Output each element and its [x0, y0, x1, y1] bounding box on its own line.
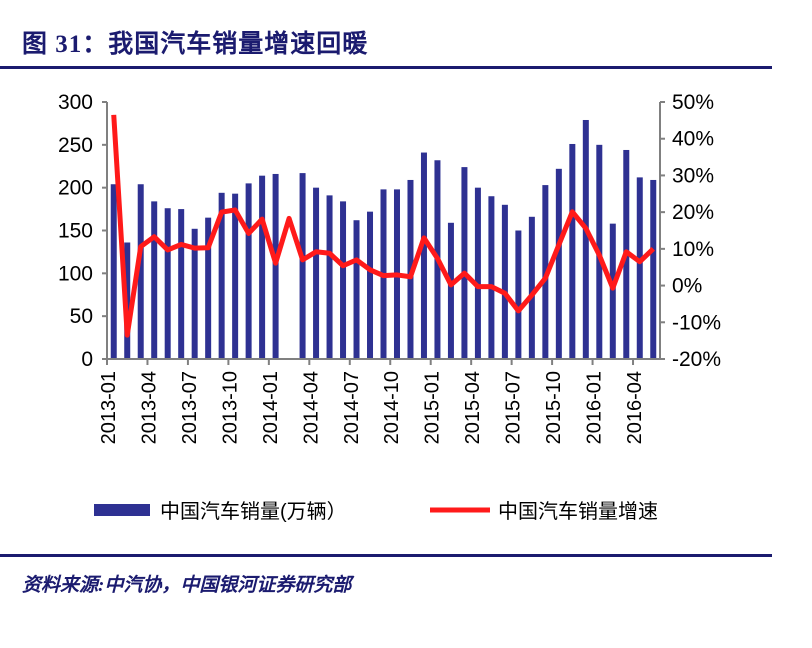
bar-2013-07: [191, 228, 198, 359]
bar-2013-03: [137, 184, 144, 359]
x-tick-label: 2015-01: [422, 371, 444, 444]
bar-2015-08: [528, 216, 535, 359]
x-tick-label: 2015-10: [543, 371, 565, 444]
bar-2013-11: [245, 183, 252, 359]
bar-2015-02: [447, 222, 454, 359]
legend: 中国汽车销量(万辆） 中国汽车销量增速: [94, 500, 658, 523]
bar-2015-03: [461, 167, 468, 359]
bar-2015-07: [515, 230, 522, 359]
bar-2016-04: [636, 177, 643, 359]
bar-2013-06: [178, 209, 185, 359]
bar-2014-07: [353, 220, 360, 359]
x-tick-label: 2013-07: [179, 371, 201, 444]
source-note: 资料来源:中汽协，中国银河证券研究部: [22, 575, 352, 596]
legend-bar-swatch: [94, 504, 150, 516]
bottom-divider: [0, 554, 772, 557]
bar-2015-06: [501, 204, 508, 359]
top-divider: [0, 66, 772, 69]
bar-2015-05: [488, 196, 495, 359]
x-tick-label: 2016-04: [624, 371, 646, 444]
chart: 0 50 100 150 200 250 300 -20% -10% 0% 10% 20% 30% 40%…: [58, 91, 721, 523]
x-tick-label: 2013-04: [138, 371, 160, 444]
bar-2014-04: [313, 187, 320, 359]
bar-2016-02: [609, 223, 616, 359]
left-tick-label: 50: [70, 305, 93, 328]
right-tick-label: -10%: [672, 311, 721, 334]
bar-2016-05: [650, 179, 657, 359]
x-tick-label: 2015-04: [462, 371, 484, 444]
left-tick-label: 300: [58, 91, 93, 114]
x-tick-label: 2014-10: [381, 371, 403, 444]
x-tick-label: 2013-10: [219, 371, 241, 444]
bar-2013-05: [164, 208, 171, 359]
x-tick-label: 2014-07: [341, 371, 363, 444]
left-tick-label: 150: [58, 220, 93, 243]
x-tick-label: 2014-04: [300, 371, 322, 444]
bar-2013-12: [259, 175, 266, 359]
x-tick-label: 2014-01: [260, 371, 282, 444]
bar-2013-10: [232, 193, 239, 359]
right-tick-label: 0%: [672, 275, 702, 298]
right-tick-label: 30%: [672, 164, 714, 187]
bar-2014-12: [420, 152, 427, 359]
bar-2015-11: [569, 143, 576, 359]
bar-2013-08: [205, 217, 212, 359]
right-tick-label: 10%: [672, 238, 714, 261]
right-tick-label: -20%: [672, 348, 721, 371]
x-tick-label: 2015-07: [503, 371, 525, 444]
bar-2014-05: [326, 195, 333, 359]
right-tick-label: 20%: [672, 201, 714, 224]
left-tick-label: 200: [58, 177, 93, 200]
bar-2013-09: [218, 192, 225, 359]
left-tick-label: 250: [58, 134, 93, 157]
bar-2014-06: [340, 201, 347, 359]
right-tick-label: 40%: [672, 128, 714, 151]
bar-2014-01: [272, 173, 279, 359]
right-tick-label: 50%: [672, 91, 714, 114]
bar-2013-01: [110, 184, 117, 359]
legend-bar-label: 中国汽车销量(万辆）: [160, 500, 347, 523]
bar-2014-03: [299, 173, 306, 359]
left-tick-label: 0: [81, 348, 93, 371]
x-tick-label: 2016-01: [584, 371, 606, 444]
legend-line-label: 中国汽车销量增速: [498, 500, 658, 523]
x-tick-label: 2013-01: [98, 371, 120, 444]
bar-2015-10: [555, 168, 562, 359]
bar-2013-04: [151, 201, 158, 359]
bar-2015-04: [474, 187, 481, 359]
figure-title: 图 31：我国汽车销量增速回暖: [22, 31, 369, 58]
left-tick-label: 100: [58, 262, 93, 285]
bar-2015-12: [582, 119, 589, 360]
bar-2014-08: [367, 211, 374, 359]
